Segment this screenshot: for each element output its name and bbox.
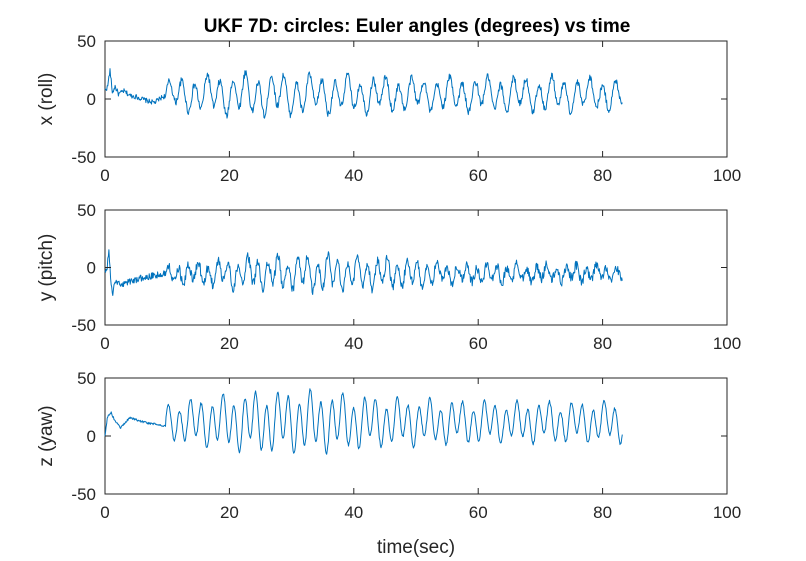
x-tick-label-roll: 80	[593, 166, 612, 185]
x-axis-label: time(sec)	[377, 537, 455, 558]
y-axis-label-pitch: y (pitch)	[36, 234, 57, 302]
x-tick-label-pitch: 0	[100, 334, 109, 353]
x-tick-label-pitch: 40	[344, 334, 363, 353]
x-tick-label-roll: 100	[713, 166, 741, 185]
x-tick-label-yaw: 100	[713, 503, 741, 522]
chart-title: UKF 7D: circles: Euler angles (degrees) …	[204, 16, 631, 37]
y-tick-label-yaw: -50	[71, 485, 96, 504]
x-tick-label-pitch: 100	[713, 334, 741, 353]
x-tick-label-yaw: 20	[220, 503, 239, 522]
axes-box-pitch	[104, 209, 728, 326]
x-tick-label-pitch: 80	[593, 334, 612, 353]
x-tick-label-yaw: 60	[469, 503, 488, 522]
y-tick-label-pitch: 50	[77, 201, 96, 220]
series-line-roll	[104, 68, 623, 119]
x-tick-label-roll: 60	[469, 166, 488, 185]
x-tick-label-yaw: 40	[344, 503, 363, 522]
y-tick-label-roll: 0	[87, 90, 96, 109]
x-tick-label-yaw: 0	[100, 503, 109, 522]
y-tick-label-pitch: 0	[87, 259, 96, 278]
y-tick-label-yaw: 0	[87, 427, 96, 446]
series-line-yaw	[104, 388, 623, 455]
x-tick-label-roll: 40	[344, 166, 363, 185]
x-tick-label-roll: 20	[220, 166, 239, 185]
series-line-pitch	[104, 249, 623, 296]
x-tick-label-yaw: 80	[593, 503, 612, 522]
y-axis-label-yaw: z (yaw)	[36, 405, 57, 466]
y-axis-label-roll: x (roll)	[36, 73, 57, 126]
x-tick-label-pitch: 20	[220, 334, 239, 353]
y-tick-label-pitch: -50	[71, 316, 96, 335]
y-tick-label-yaw: 50	[77, 369, 96, 388]
y-tick-label-roll: 50	[77, 32, 96, 51]
y-tick-label-roll: -50	[71, 148, 96, 167]
x-tick-label-roll: 0	[100, 166, 109, 185]
x-tick-label-pitch: 60	[469, 334, 488, 353]
